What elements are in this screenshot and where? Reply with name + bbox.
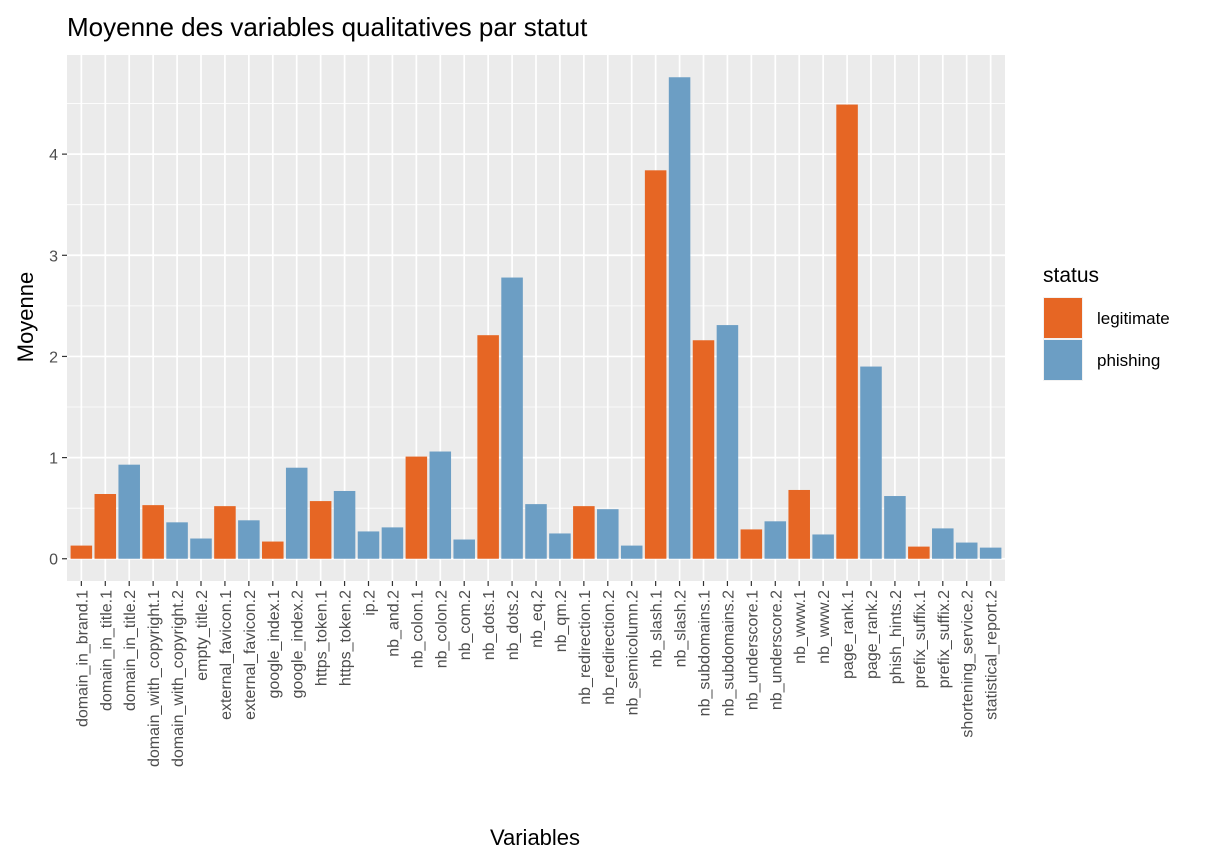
bar-phishing: [525, 504, 547, 559]
x-tick-label: shortening_service.2: [960, 590, 977, 738]
legend-key-legitimate: [1044, 298, 1082, 338]
x-tick-label: nb_subdomains.2: [720, 590, 737, 716]
x-axis-title: Variables: [490, 825, 580, 850]
x-tick-label: https_token.1: [314, 590, 331, 686]
bar-phishing: [501, 277, 523, 559]
bar-phishing: [357, 531, 380, 559]
y-tick-label: 1: [49, 451, 58, 468]
legend-label-legitimate: legitimate: [1097, 309, 1170, 328]
x-tick-label: nb_colon.1: [409, 590, 426, 668]
x-tick-label: nb_semicolumn.2: [625, 590, 642, 716]
x-tick-label: external_favicon.1: [218, 590, 235, 720]
bar-phishing: [955, 542, 978, 559]
x-tick-label: nb_redirection.2: [601, 590, 618, 705]
x-tick-label: nb_com.2: [457, 590, 474, 660]
bar-phishing: [381, 527, 404, 559]
x-tick-label: page_rank.1: [840, 590, 857, 679]
y-axis: 0 1 2 3 4: [49, 147, 67, 569]
x-tick-label: phish_hints.2: [888, 590, 905, 684]
x-tick-label: prefix_suffix.2: [936, 590, 953, 689]
x-tick-label: nb_and.2: [385, 590, 402, 657]
x-tick-label: page_rank.2: [864, 590, 881, 679]
bar-legitimate: [573, 506, 595, 559]
x-tick-label: prefix_suffix.1: [912, 590, 929, 689]
bar-legitimate: [788, 489, 810, 559]
bar-phishing: [884, 496, 906, 559]
bar-phishing: [118, 464, 140, 559]
bar-phishing: [549, 533, 571, 559]
x-tick-label: nb_www.1: [792, 590, 809, 664]
y-tick-label: 0: [49, 552, 58, 569]
x-tick-label: domain_in_brand.1: [74, 590, 91, 727]
x-tick-label: nb_slash.1: [649, 590, 666, 667]
y-tick-label: 2: [49, 349, 58, 366]
bar-phishing: [166, 522, 188, 559]
bar-phishing: [190, 538, 212, 559]
x-tick-label: nb_underscore.1: [744, 590, 761, 710]
chart-title: Moyenne des variables qualitatives par s…: [67, 12, 588, 42]
x-tick-label: nb_redirection.1: [577, 590, 594, 705]
bar-legitimate: [836, 104, 858, 559]
x-tick-label: domain_in_title.2: [122, 590, 139, 711]
legend-title: status: [1043, 264, 1099, 287]
x-tick-label: nb_dots.2: [505, 590, 522, 660]
bar-phishing: [812, 534, 834, 559]
bar-phishing: [453, 539, 475, 559]
x-tick-label: domain_in_title.1: [98, 590, 115, 711]
x-tick-label: google_index.1: [266, 590, 283, 699]
bar-legitimate: [692, 340, 715, 559]
bar-legitimate: [740, 529, 763, 559]
bar-phishing: [285, 467, 308, 559]
x-tick-label: empty_title.2: [194, 590, 211, 681]
bar-phishing: [668, 77, 691, 559]
bar-phishing: [979, 547, 1002, 559]
bar-legitimate: [214, 506, 236, 559]
bar-phishing: [764, 521, 787, 559]
y-tick-label: 4: [49, 147, 58, 164]
bar-legitimate: [405, 456, 428, 559]
bar-legitimate: [644, 170, 667, 559]
x-tick-label: google_index.2: [290, 590, 307, 699]
bar-phishing: [932, 528, 954, 559]
x-axis: domain_in_brand.1 domain_in_title.1 domain…: [74, 581, 1001, 767]
bar-phishing: [716, 325, 739, 559]
x-tick-label: domain_with_copyright.1: [146, 590, 163, 767]
y-axis-title: Moyenne: [13, 272, 38, 363]
x-tick-label: statistical_report.2: [984, 590, 1001, 720]
legend: status legitimate phishing: [1043, 264, 1170, 381]
x-tick-label: nb_dots.1: [481, 590, 498, 660]
x-tick-label: ip.2: [362, 590, 379, 616]
legend-key-phishing: [1044, 340, 1082, 380]
bar-legitimate: [142, 505, 164, 559]
x-tick-label: nb_colon.2: [433, 590, 450, 668]
bar-phishing: [860, 366, 882, 559]
x-tick-label: nb_www.2: [816, 590, 833, 664]
bars: [70, 77, 1002, 559]
x-tick-label: nb_slash.2: [673, 590, 690, 667]
x-tick-label: domain_with_copyright.2: [170, 590, 187, 767]
x-tick-label: nb_eq.2: [529, 590, 546, 648]
bar-phishing: [238, 520, 260, 559]
bar-legitimate: [262, 541, 284, 559]
x-tick-label: nb_qm.2: [553, 590, 570, 652]
bar-legitimate: [309, 501, 332, 559]
bar-legitimate: [70, 545, 93, 559]
bar-legitimate: [908, 546, 930, 559]
x-tick-label: nb_underscore.2: [768, 590, 785, 710]
x-tick-label: nb_subdomains.1: [697, 590, 714, 716]
bar-phishing: [597, 509, 619, 559]
bar-phishing: [333, 490, 356, 559]
bar-legitimate: [477, 335, 499, 559]
y-tick-label: 3: [49, 248, 58, 265]
x-tick-label: https_token.2: [338, 590, 355, 686]
bar-phishing: [429, 451, 452, 559]
legend-label-phishing: phishing: [1097, 351, 1160, 370]
bar-legitimate: [94, 494, 117, 559]
bar-phishing: [620, 545, 643, 559]
x-tick-label: external_favicon.2: [242, 590, 259, 720]
